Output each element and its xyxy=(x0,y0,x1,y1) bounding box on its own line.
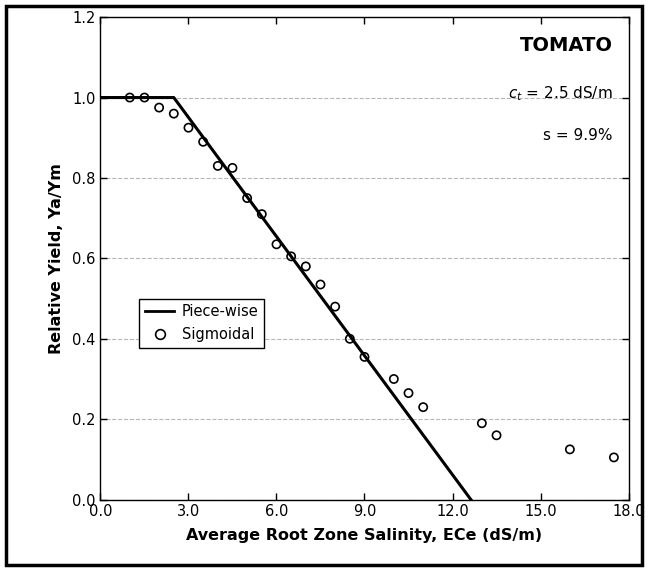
X-axis label: Average Root Zone Salinity, ECe (dS/m): Average Root Zone Salinity, ECe (dS/m) xyxy=(187,528,542,543)
Point xyxy=(124,93,135,102)
Point xyxy=(359,352,369,361)
Point xyxy=(608,453,619,462)
Legend: Piece-wise, Sigmoidal: Piece-wise, Sigmoidal xyxy=(139,299,264,348)
Point xyxy=(389,375,399,384)
Text: TOMATO: TOMATO xyxy=(520,37,613,55)
Point xyxy=(198,137,208,146)
Point xyxy=(213,162,223,171)
Text: s = 9.9%: s = 9.9% xyxy=(543,128,613,143)
Point xyxy=(168,109,179,118)
Point xyxy=(272,240,282,249)
Point xyxy=(477,419,487,428)
Point xyxy=(227,163,238,172)
Y-axis label: Relative Yield, Ya/Ym: Relative Yield, Ya/Ym xyxy=(49,163,64,354)
Point xyxy=(418,403,428,412)
Text: $c_t$ = 2.5 dS/m: $c_t$ = 2.5 dS/m xyxy=(508,85,613,103)
Point xyxy=(154,103,165,112)
Point xyxy=(491,431,502,440)
Point xyxy=(330,302,340,311)
Point xyxy=(345,334,355,343)
Point xyxy=(257,210,267,219)
Point xyxy=(316,280,326,289)
Point xyxy=(139,93,150,102)
Point xyxy=(242,194,252,203)
Point xyxy=(301,262,311,271)
Point xyxy=(286,252,296,261)
Point xyxy=(403,388,413,397)
Point xyxy=(564,445,575,454)
Point xyxy=(183,123,194,132)
